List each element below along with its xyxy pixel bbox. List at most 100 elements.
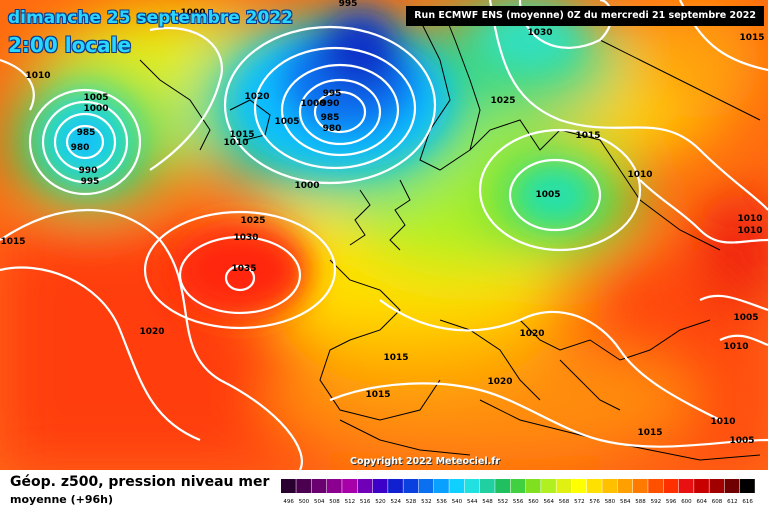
weather-map: 1000 995 1010 1005 1000 985 980 990 995 1020 1015 1… [0, 0, 768, 470]
scale-tick-label: 504 [314, 499, 325, 505]
isobar-label: 1010 [25, 71, 50, 81]
scale-swatch [510, 479, 526, 493]
isobar-label: 1020 [244, 92, 269, 102]
isobar-label: 1035 [231, 264, 256, 274]
isobar-label: 1005 [729, 436, 754, 446]
isobar-label: 1015 [229, 130, 254, 140]
scale-swatch [617, 479, 633, 493]
scale-swatch [678, 479, 694, 493]
isobar-label: 1015 [0, 237, 25, 247]
scale-tick-label: 500 [299, 499, 310, 505]
isobar-label: 1000 [294, 181, 319, 191]
isobar-label: 1010 [710, 417, 735, 427]
isobar-label: 1015 [365, 390, 390, 400]
scale-swatch [587, 479, 602, 493]
isobar-label: 1025 [240, 216, 265, 226]
scale-tick-label: 572 [574, 499, 585, 505]
isobar-label: 1010 [737, 214, 762, 224]
scale-tick-label: 584 [620, 499, 631, 505]
scale-tick-label: 596 [666, 499, 677, 505]
isobar-label: 985 [77, 128, 96, 138]
scale-tick-label: 604 [697, 499, 708, 505]
isobar-label: 1020 [487, 377, 512, 387]
isobar-label: 990 [321, 99, 340, 109]
scale-swatch [311, 479, 327, 493]
isobar-label: 1015 [383, 353, 408, 363]
scale-swatch [724, 479, 740, 493]
scale-swatch [632, 479, 648, 493]
isobar-label: 995 [81, 177, 100, 187]
scale-swatch [602, 479, 618, 493]
scale-tick-label: 516 [360, 499, 371, 505]
scale-swatch [388, 479, 403, 493]
scale-swatch [357, 479, 373, 493]
isobar-label: 985 [321, 113, 340, 123]
scale-swatch [571, 479, 587, 493]
scale-swatch [403, 479, 419, 493]
scale-tick-label: 556 [513, 499, 524, 505]
scale-swatch [326, 479, 342, 493]
scale-swatch [663, 479, 679, 493]
isobar-label: 1010 [627, 170, 652, 180]
isobar-label: 1000 [300, 99, 325, 109]
scale-swatch [342, 479, 357, 493]
map-date-title: dimanche 25 septembre 2022 [8, 8, 293, 28]
scale-tick-label: 540 [452, 499, 463, 505]
isobar-label: 995 [339, 0, 358, 9]
scale-tick-label: 496 [283, 499, 294, 505]
scale-tick-label: 528 [406, 499, 417, 505]
scale-swatch [372, 479, 388, 493]
scale-swatch [464, 479, 480, 493]
isobar-label: 1000 [180, 8, 205, 18]
scale-swatch [525, 479, 541, 493]
scale-tick-label: 580 [605, 499, 616, 505]
isobar-label: 1030 [233, 233, 258, 243]
isobar-label: 995 [323, 89, 342, 99]
color-scale: 496 500 504 508 512 516 520 524 528 532 536 540 544 5… [281, 479, 755, 505]
scale-tick-label: 552 [498, 499, 509, 505]
copyright-notice: Copyright 2022 Meteociel.fr [350, 456, 501, 467]
scale-tick-label: 616 [742, 499, 753, 505]
scale-swatch [449, 479, 465, 493]
map-time-title: 2:00 locale [8, 33, 132, 57]
legend-title: Géop. z500, pression niveau mer [10, 474, 270, 490]
isobar-label: 1010 [723, 342, 748, 352]
scale-tick-label: 532 [421, 499, 432, 505]
scale-swatch [281, 479, 296, 493]
scale-tick-label: 576 [589, 499, 600, 505]
scale-swatch [418, 479, 434, 493]
isobar-label: 1005 [83, 93, 108, 103]
scale-swatch [694, 479, 709, 493]
scale-swatch [648, 479, 663, 493]
scale-swatch [434, 479, 449, 493]
isobar-label: 1015 [739, 33, 764, 43]
scale-tick-label: 524 [391, 499, 402, 505]
scale-tick-label: 568 [559, 499, 570, 505]
isobar-label: 1010 [737, 226, 762, 236]
isobar-label: 1005 [274, 117, 299, 127]
scale-tick-label: 544 [467, 499, 478, 505]
scale-tick-label: 588 [635, 499, 646, 505]
scale-tick-label: 508 [329, 499, 340, 505]
isobar-label: 980 [71, 143, 90, 153]
isobar-label: 1005 [733, 313, 758, 323]
scale-swatch [709, 479, 725, 493]
legend-footer: Géop. z500, pression niveau mer moyenne … [0, 470, 768, 512]
isobar-label: 990 [79, 166, 98, 176]
scale-tick-label: 564 [544, 499, 555, 505]
scale-swatch [479, 479, 495, 493]
scale-swatch [495, 479, 510, 493]
isobar-label: 1025 [490, 96, 515, 106]
isobar-label: 1005 [535, 190, 560, 200]
isobar-lines [0, 0, 768, 470]
scale-tick-label: 612 [727, 499, 738, 505]
isobar-label: 1030 [527, 28, 552, 38]
scale-tick-label: 536 [436, 499, 447, 505]
isobar-label: 1010 [223, 138, 248, 148]
isobar-labels: 1000995101010051000985980990995102010151… [0, 0, 764, 446]
scale-tick-label: 592 [651, 499, 662, 505]
isobar-label: 980 [323, 124, 342, 134]
scale-tick-label: 548 [482, 499, 493, 505]
scale-tick-label: 520 [375, 499, 386, 505]
isobar-label: 1020 [519, 329, 544, 339]
